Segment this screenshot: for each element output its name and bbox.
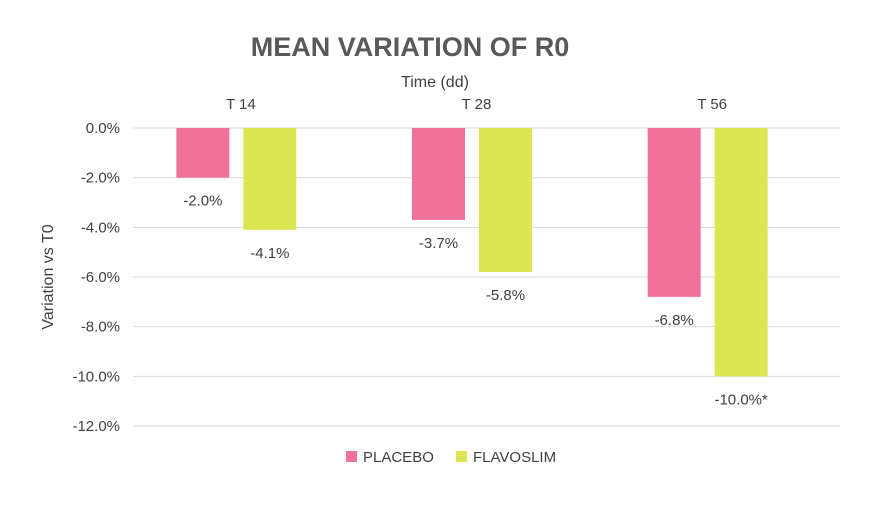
data-label: -3.7% [419,235,458,252]
x-tick-label: T 56 [697,96,727,113]
legend-label-placebo: PLACEBO [363,449,434,466]
data-label: -6.8% [655,312,694,329]
y-tick-label: -2.0% [81,170,120,187]
bar-placebo [412,128,465,220]
y-tick-label: -6.0% [81,269,120,286]
bar-flavoslim [714,128,768,377]
data-label: -2.0% [183,193,222,210]
chart-title: MEAN VARIATION OF R0 [250,32,570,62]
x-tick-label: T 14 [226,96,256,113]
y-tick-label: -8.0% [81,319,120,336]
data-label: -5.8% [486,287,525,304]
y-tick-label: -4.0% [81,219,120,236]
bar-flavoslim [243,128,297,230]
data-label: -10.0%* [714,391,768,408]
data-label: -4.1% [250,245,289,262]
y-axis-title: Variation vs T0 [40,224,57,329]
bar-placebo [647,128,701,297]
legend-label-flavoslim: FLAVOSLIM [473,449,556,466]
bar-placebo [176,128,230,178]
y-tick-label: -12.0% [72,418,120,435]
legend-swatch-placebo [346,451,357,462]
legend-swatch-flavoslim [456,451,467,462]
x-axis-title: Time (dd) [401,74,469,91]
y-tick-label: -10.0% [72,368,120,385]
bar-flavoslim [479,128,532,273]
y-tick-label: 0.0% [86,120,120,137]
x-tick-label: T 28 [462,96,492,113]
